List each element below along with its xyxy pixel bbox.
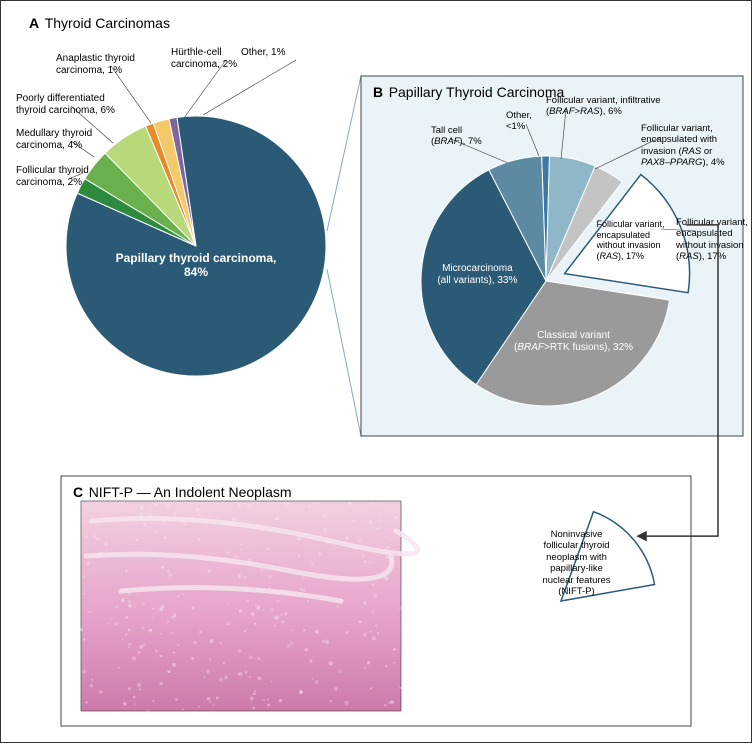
figure-root: A Thyroid CarcinomasPapillary thyroid ca… [0, 0, 752, 743]
figure-svg: A Thyroid CarcinomasPapillary thyroid ca… [1, 1, 752, 744]
histology-photo [80, 501, 418, 713]
